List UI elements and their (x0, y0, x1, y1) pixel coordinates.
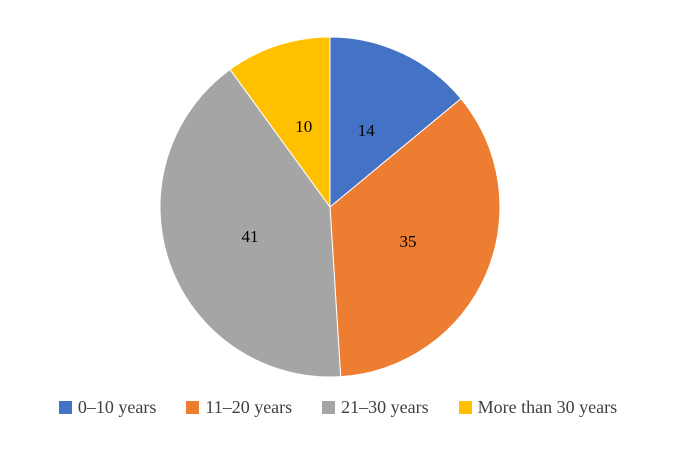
legend-swatch-0-10-years (58, 400, 72, 414)
data-label-more-than-30-years: 10 (295, 117, 312, 136)
legend-item-0-10-years: 0–10 years (58, 397, 157, 417)
legend-label: 0–10 years (77, 397, 157, 417)
data-label-21-30-years: 41 (242, 227, 259, 246)
legend-item-more-than-30-years: More than 30 years (458, 397, 618, 417)
data-label-0-10-years: 14 (358, 121, 376, 140)
legend-label: 21–30 years (341, 397, 429, 417)
pie-slice-21-30-years (159, 68, 342, 378)
legend-swatch-21-30-years (322, 400, 336, 414)
pie-slice-more-than-30-years (229, 36, 331, 209)
legend-label: More than 30 years (477, 397, 618, 417)
chart-legend: 0–10 years 11–20 years 21–30 years More tha… (0, 398, 676, 416)
legend-swatch-11-20-years (186, 400, 200, 414)
legend-item-11-20-years: 11–20 years (186, 398, 292, 416)
legend-item-21-30-years: 21–30 years (322, 397, 429, 417)
pie-slice-11-20-years (329, 97, 501, 378)
legend-label: 11–20 years (205, 397, 293, 417)
data-label-11-20-years: 35 (400, 232, 417, 251)
pie-slice-0-10-years (329, 36, 462, 209)
legend-swatch-more-than-30-years (458, 400, 472, 414)
